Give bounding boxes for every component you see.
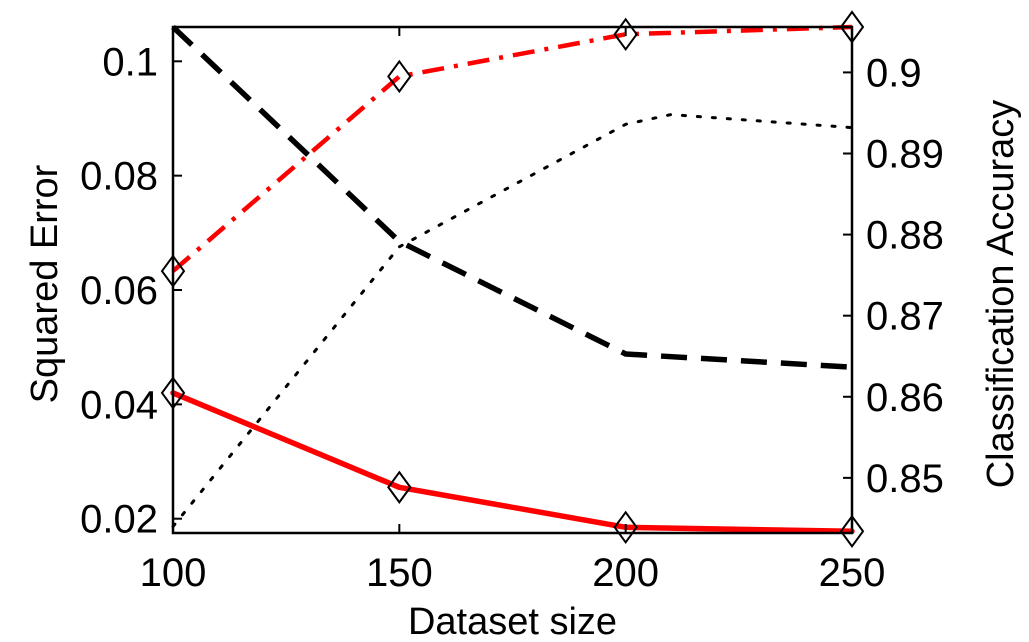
- y-tick-label-right: 0.89: [866, 133, 944, 177]
- series-line-1: [170, 390, 855, 535]
- y-axis-title-right: Classification Accuracy: [980, 100, 1022, 489]
- series-layer: [170, 24, 855, 535]
- y-tick-label-left: 0.06: [80, 269, 158, 313]
- tick-layer: 100 150 200 250 0.02 0.04 0.06 0.08 0.1 0.85 0.86 0…: [80, 27, 944, 595]
- x-tick-label: 200: [592, 551, 659, 595]
- series-line-4: [171, 113, 854, 528]
- data-point-marker: [387, 470, 412, 504]
- x-tick-label: 150: [366, 551, 433, 595]
- series-line-2: [171, 25, 853, 370]
- y-tick-label-right: 0.88: [866, 214, 944, 258]
- marker-layer: [160, 10, 865, 548]
- x-tick-label: 250: [819, 551, 886, 595]
- y-tick-label-right: 0.86: [866, 376, 944, 420]
- y-tick-label-left: 0.02: [80, 498, 158, 542]
- y-axis-title-left: Squared Error: [24, 164, 66, 403]
- data-point-marker: [613, 17, 638, 51]
- y-tick-label-right: 0.85: [866, 457, 944, 501]
- y-tick-label-right: 0.9: [866, 51, 922, 95]
- y-tick-label-left: 0.04: [80, 383, 158, 427]
- y-tick-label-left: 0.1: [102, 40, 158, 84]
- x-axis-title: Dataset size: [408, 601, 617, 642]
- data-point-marker: [613, 510, 638, 544]
- plot-frame: [171, 25, 854, 535]
- data-point-marker: [839, 514, 865, 548]
- series-line-3: [171, 24, 853, 273]
- x-tick-label: 100: [140, 551, 207, 595]
- data-point-marker: [387, 59, 412, 94]
- y-tick-label-right: 0.87: [866, 295, 944, 339]
- y-tick-label-left: 0.08: [80, 155, 158, 199]
